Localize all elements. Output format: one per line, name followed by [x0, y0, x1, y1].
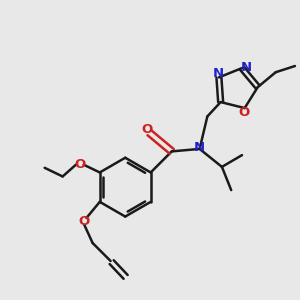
Text: N: N: [241, 61, 252, 74]
Text: O: O: [74, 158, 85, 171]
Text: N: N: [194, 142, 205, 154]
Text: O: O: [141, 123, 153, 136]
Text: O: O: [78, 215, 90, 228]
Text: O: O: [238, 106, 250, 119]
Text: N: N: [212, 67, 224, 80]
